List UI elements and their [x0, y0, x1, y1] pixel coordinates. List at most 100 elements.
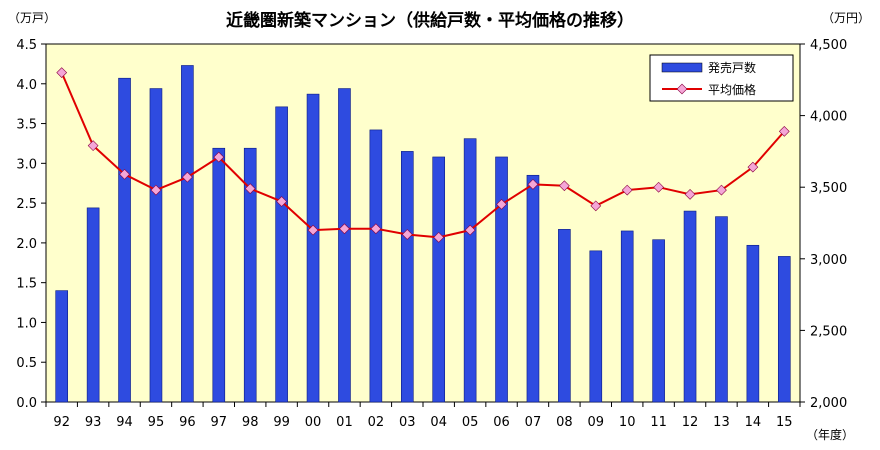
price-line [60, 72, 786, 239]
left-tick-label: 0.0 [16, 396, 37, 411]
bar-07 [526, 174, 540, 403]
bars-group [55, 65, 791, 403]
legend-label-line: 平均価格 [708, 82, 756, 97]
price-marker-01 [339, 223, 350, 235]
price-marker-07 [527, 178, 539, 190]
price-marker-96 [182, 171, 193, 183]
price-marker-14 [747, 161, 759, 173]
x-tick-label-06: 06 [493, 415, 510, 430]
price-marker-10 [621, 184, 633, 196]
x-tick-label-13: 13 [713, 415, 730, 430]
bar-09 [589, 250, 603, 403]
x-tick-label-00: 00 [305, 415, 322, 430]
plot-area [45, 43, 801, 403]
bar-00 [306, 93, 320, 403]
x-tick-label-14: 14 [745, 415, 762, 430]
left-tick-label: 3.5 [16, 118, 37, 133]
x-tick-label-98: 98 [242, 415, 259, 430]
x-tick-label-94: 94 [116, 415, 133, 430]
bar-03 [400, 151, 414, 403]
bar-10 [620, 230, 634, 403]
bar-99 [275, 106, 288, 403]
left-tick-label: 4.0 [16, 78, 37, 93]
bar-96 [181, 65, 194, 403]
price-marker-95 [150, 184, 162, 196]
x-tick-label-09: 09 [588, 415, 605, 430]
bar-97 [212, 147, 226, 403]
right-tick-label: 4,000 [810, 110, 847, 125]
price-marker-03 [401, 229, 413, 240]
left-tick-label: 1.0 [16, 316, 37, 331]
x-tick-label-99: 99 [273, 415, 290, 430]
price-marker-94 [119, 168, 130, 180]
price-marker-11 [653, 181, 664, 193]
bar-98 [243, 147, 257, 403]
bar-95 [149, 88, 163, 403]
bar-02 [369, 129, 383, 403]
x-tick-label-04: 04 [430, 415, 447, 430]
price-marker-04 [433, 231, 445, 243]
x-tick-label-12: 12 [682, 415, 699, 430]
price-marker-05 [464, 224, 476, 236]
price-marker-99 [276, 196, 287, 207]
legend-line-marker [676, 83, 688, 95]
x-tick-label-97: 97 [211, 415, 228, 430]
price-marker-02 [370, 223, 382, 235]
x-tick-label-11: 11 [650, 415, 667, 430]
chart-title: 近畿圏新築マンション（供給戸数・平均価格の推移） [226, 10, 634, 31]
right-tick-label: 4,500 [810, 38, 847, 53]
x-tick-label-10: 10 [619, 415, 636, 430]
left-tick-label: 2.0 [16, 237, 37, 252]
bar-15 [777, 256, 791, 403]
left-tick-label: 1.5 [16, 277, 37, 292]
line-group [56, 67, 790, 243]
price-marker-12 [684, 188, 696, 200]
left-tick-label: 4.5 [16, 38, 37, 53]
left-axis-unit: （万戸） [8, 11, 56, 25]
x-tick-label-93: 93 [85, 415, 102, 430]
legend-box [649, 54, 794, 102]
bar-05 [463, 138, 477, 403]
bar-11 [652, 239, 665, 403]
x-tick-label-05: 05 [462, 415, 479, 430]
x-tick-label-95: 95 [148, 415, 165, 430]
right-tick-label: 2,000 [810, 396, 847, 411]
bar-04 [432, 156, 446, 403]
right-tick-label: 3,000 [810, 253, 847, 268]
left-axis: 0.0 0.5 1.0 1.5 2.0 2.5 3.0 3.5 4.0 4.5 [16, 38, 46, 411]
bar-01 [338, 88, 351, 403]
left-tick-label: 2.5 [16, 197, 37, 212]
right-tick-label: 2,500 [810, 324, 847, 339]
legend-bar-swatch [661, 62, 703, 73]
right-axis-unit: （万円） [822, 11, 870, 25]
price-marker-00 [307, 224, 319, 236]
x-tick-label-01: 01 [336, 415, 353, 430]
x-tick-label-96: 96 [179, 415, 196, 430]
left-tick-label: 3.0 [16, 157, 37, 172]
bar-13 [715, 216, 728, 403]
price-marker-97 [213, 151, 225, 163]
price-marker-13 [716, 184, 727, 196]
price-marker-15 [778, 125, 790, 137]
bar-08 [558, 229, 571, 403]
price-marker-93 [87, 140, 99, 152]
price-marker-09 [590, 200, 602, 212]
x-tick-label-15: 15 [776, 415, 793, 430]
x-tick-label-08: 08 [556, 415, 573, 430]
price-marker-98 [244, 183, 256, 195]
right-axis: 2,000 2,500 3,000 3,500 4,000 4,500 [800, 38, 847, 411]
x-axis-unit: （年度） [806, 427, 854, 442]
x-tick-label-07: 07 [525, 415, 542, 430]
right-tick-label: 3,500 [810, 181, 847, 196]
x-tick-label-02: 02 [368, 415, 385, 430]
price-marker-08 [559, 180, 570, 192]
left-tick-label: 0.5 [16, 356, 37, 371]
legend-label-bar: 発売戸数 [708, 60, 756, 75]
bar-93 [86, 207, 100, 403]
bar-12 [683, 210, 697, 403]
x-tick-label-92: 92 [53, 415, 70, 430]
bar-92 [55, 290, 69, 403]
bar-06 [495, 156, 508, 403]
legend: 発売戸数 平均価格 [649, 54, 794, 102]
price-marker-06 [496, 199, 507, 210]
